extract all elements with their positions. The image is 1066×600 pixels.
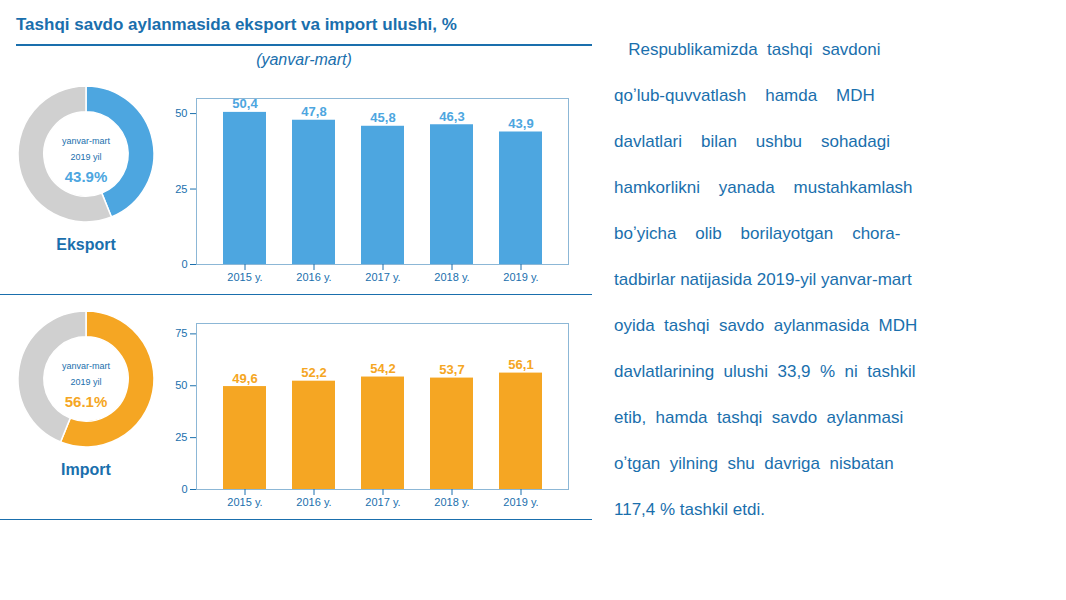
html-text:hamkorlikni yanada mustahkamla: hamkorlikni yanada mustahkamlash [614, 178, 913, 197]
html-text:117,4 % tashkil etdi.: 117,4 % tashkil etdi. [614, 500, 765, 519]
svg-text:25: 25 [175, 183, 187, 195]
svg-text:2017 y.: 2017 y. [365, 271, 400, 283]
svg-text:43.9%: 43.9% [65, 168, 108, 185]
svg-text:2016 y.: 2016 y. [296, 496, 331, 508]
svg-text:45,8: 45,8 [370, 110, 395, 125]
html-text:Import: Import [61, 461, 111, 478]
svg-text:43,9: 43,9 [508, 116, 533, 131]
html-text:Eksport: Eksport [56, 236, 116, 253]
svg-text:53,7: 53,7 [439, 362, 464, 377]
svg-text:2018 y.: 2018 y. [434, 271, 469, 283]
svg-text:2016 y.: 2016 y. [296, 271, 331, 283]
html-text:Tashqi savdo aylanmasida ekspo: Tashqi savdo aylanmasida eksport va impo… [16, 15, 457, 34]
svg-text:2019 yil: 2019 yil [70, 152, 101, 162]
html-text:Respublikamizda tashqi savdoni: Respublikamizda tashqi savdoni [614, 40, 881, 59]
html-text:davlatlarining ulushi 33,9 % n: davlatlarining ulushi 33,9 % ni tashkil [614, 362, 916, 381]
svg-text:52,2: 52,2 [301, 365, 326, 380]
svg-text:50: 50 [175, 379, 187, 391]
svg-text:50: 50 [175, 107, 187, 119]
svg-text:2019 y.: 2019 y. [503, 271, 538, 283]
svg-text:0: 0 [181, 483, 187, 495]
svg-text:56.1%: 56.1% [65, 393, 108, 410]
svg-text:75: 75 [175, 327, 187, 339]
html-text:davlatlari bilan ushbu sohadag: davlatlari bilan ushbu sohadagi [614, 132, 890, 151]
html-text:(yanvar-mart): (yanvar-mart) [256, 51, 352, 68]
svg-text:2015 y.: 2015 y. [227, 496, 262, 508]
svg-text:25: 25 [175, 431, 187, 443]
svg-text:2017 y.: 2017 y. [365, 496, 400, 508]
svg-text:2019 y.: 2019 y. [503, 496, 538, 508]
svg-text:56,1: 56,1 [508, 357, 533, 372]
html-text:etib, hamda tashqi savdo aylan: etib, hamda tashqi savdo aylanmasi [614, 408, 904, 427]
html-text:qoʼlub-quvvatlash hamda MDH: qoʼlub-quvvatlash hamda MDH [614, 86, 875, 105]
svg-text:46,3: 46,3 [439, 109, 464, 124]
html-text:oyida tashqi savdo aylanmasida: oyida tashqi savdo aylanmasida MDH [614, 316, 918, 335]
svg-text:54,2: 54,2 [370, 361, 395, 376]
svg-text:47,8: 47,8 [301, 104, 326, 119]
html-text:boʼyicha olib borilayotgan cho: boʼyicha olib borilayotgan chora- [614, 224, 901, 243]
svg-text:yanvar-mart: yanvar-mart [62, 136, 111, 146]
svg-text:yanvar-mart: yanvar-mart [62, 361, 111, 371]
svg-text:2019 yil: 2019 yil [70, 377, 101, 387]
html-text:oʼtgan yilning shu davriga nis: oʼtgan yilning shu davriga nisbatan [614, 454, 894, 473]
svg-text:49,6: 49,6 [232, 371, 257, 386]
svg-text:2015 y.: 2015 y. [227, 271, 262, 283]
html-text:tadbirlar natijasida 2019-yil: tadbirlar natijasida 2019-yil yanvar-mar… [614, 270, 912, 289]
svg-text:0: 0 [181, 258, 187, 270]
svg-text:2018 y.: 2018 y. [434, 496, 469, 508]
svg-text:50,4: 50,4 [232, 96, 258, 111]
